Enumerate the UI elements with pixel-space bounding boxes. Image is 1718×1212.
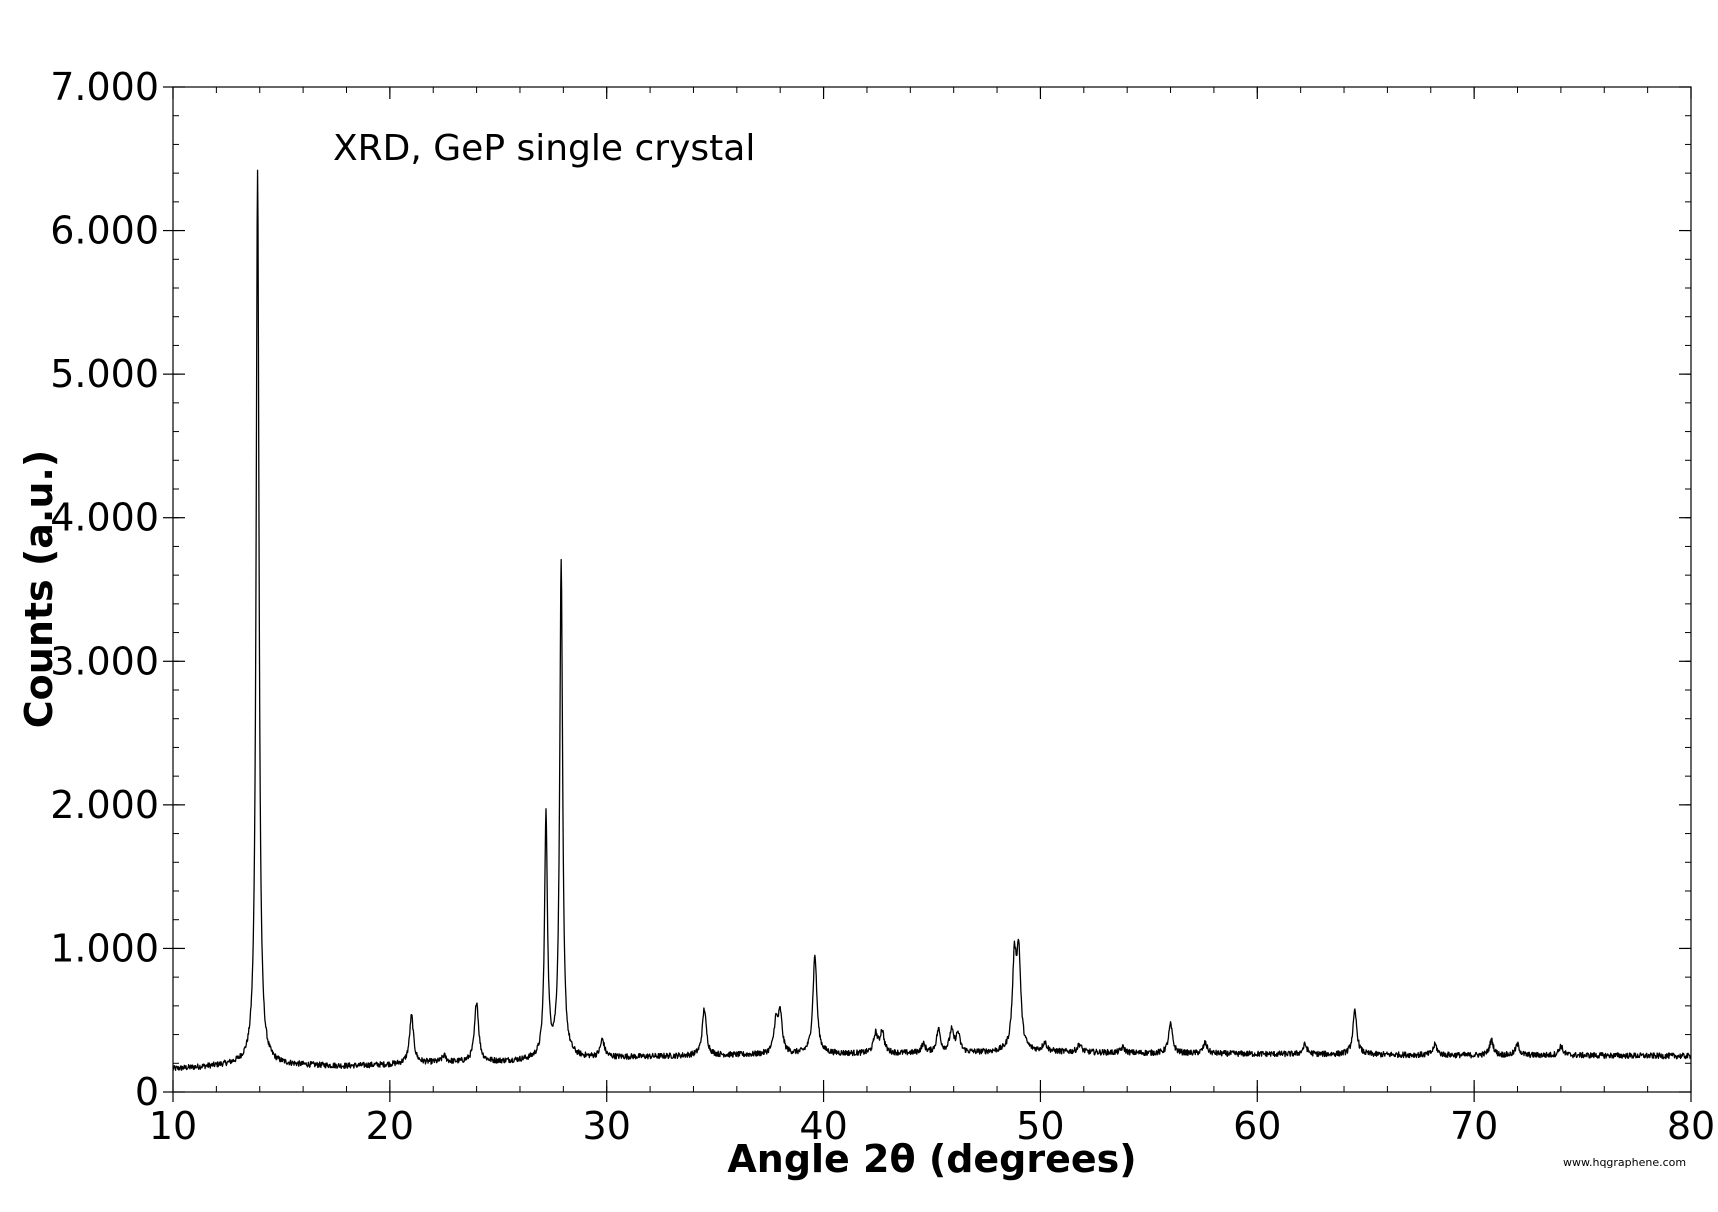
peak-markers bbox=[257, 169, 1562, 1057]
x-tick-label: 60 bbox=[1233, 1104, 1281, 1148]
x-tick-label: 50 bbox=[1016, 1104, 1064, 1148]
xrd-pattern-line bbox=[172, 169, 1692, 1071]
y-tick-label: 6.000 bbox=[50, 209, 159, 253]
minor-ticks bbox=[172, 86, 1692, 1093]
y-tick-label: 3.000 bbox=[50, 639, 159, 683]
x-tick-label: 70 bbox=[1450, 1104, 1498, 1148]
x-tick-label: 30 bbox=[583, 1104, 631, 1148]
x-tick-label: 80 bbox=[1667, 1104, 1715, 1148]
peak-point bbox=[476, 1001, 478, 1003]
major-ticks bbox=[163, 86, 1692, 1102]
y-tick-labels: 0 1.000 2.000 3.000 4.000 5.000 6.000 7.000 bbox=[50, 65, 159, 1114]
x-tick-labels: 10 20 30 40 50 60 70 80 bbox=[149, 1104, 1715, 1148]
watermark: www.hqgraphene.com bbox=[1563, 1156, 1686, 1169]
chart-annotation: XRD, GeP single crystal bbox=[333, 128, 755, 169]
y-tick-label: 1.000 bbox=[50, 926, 159, 970]
y-tick-label: 2.000 bbox=[50, 783, 159, 827]
y-tick-label: 4.000 bbox=[50, 496, 159, 540]
x-tick-label: 20 bbox=[366, 1104, 414, 1148]
x-tick-label: 10 bbox=[149, 1104, 197, 1148]
y-tick-label: 7.000 bbox=[50, 65, 159, 109]
y-tick-label: 5.000 bbox=[50, 352, 159, 396]
plot-frame bbox=[172, 86, 1692, 1093]
y-axis-title: Counts (a.u.) bbox=[17, 450, 61, 728]
y-tick-label: 0 bbox=[135, 1070, 159, 1114]
x-axis-title: Angle 2θ (degrees) bbox=[727, 1137, 1136, 1181]
x-tick-label: 40 bbox=[799, 1104, 847, 1148]
